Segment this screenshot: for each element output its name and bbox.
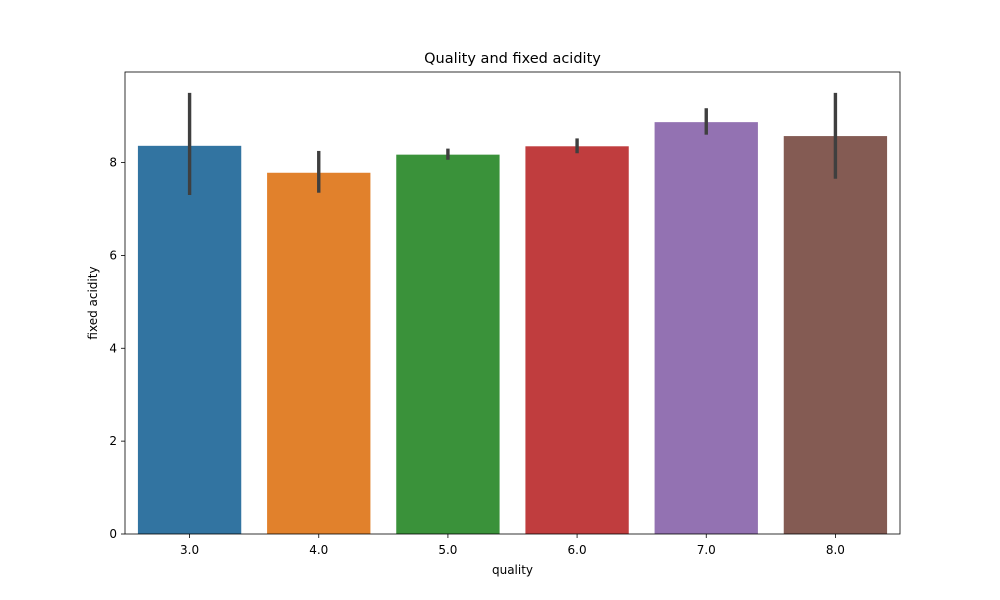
y-ticks-group: 0 2 4 6 8 (109, 156, 125, 541)
y-tick-label: 4 (109, 341, 117, 355)
x-tick-label: 5.0 (438, 543, 457, 557)
y-tick-label: 0 (109, 527, 117, 541)
x-axis-label: quality (492, 563, 533, 577)
bar-4.0 (267, 172, 371, 534)
plot-frame (124, 71, 901, 535)
x-tick-label: 7.0 (697, 543, 716, 557)
bar-3.0 (137, 145, 242, 534)
error-bars-group (187, 92, 838, 196)
x-tick-label: 4.0 (309, 543, 328, 557)
y-tick-label: 2 (109, 434, 117, 448)
bar-5.0 (396, 154, 500, 535)
x-ticks-group: 3.0 4.0 5.0 6.0 7.0 8.0 (180, 534, 845, 557)
x-tick-label: 3.0 (180, 543, 199, 557)
bars-group (137, 122, 888, 535)
y-tick-label: 8 (109, 156, 117, 170)
bar-6.0 (525, 146, 629, 535)
chart-title: Quality and fixed acidity (424, 51, 601, 67)
x-tick-label: 6.0 (568, 543, 587, 557)
bar-8.0 (783, 136, 888, 534)
y-axis-label: fixed acidity (86, 266, 100, 339)
bar-7.0 (654, 122, 758, 535)
x-tick-label: 8.0 (826, 543, 845, 557)
y-tick-label: 6 (109, 248, 117, 262)
